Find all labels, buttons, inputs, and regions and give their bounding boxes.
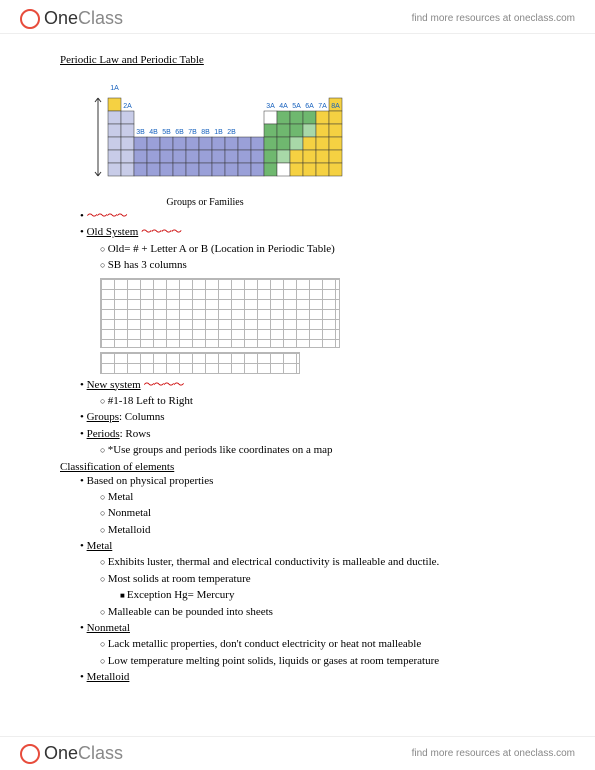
groups-text: : Columns [119,411,165,423]
list-item: Malleable can be pounded into sheets [100,605,535,620]
svg-text:2A: 2A [123,103,132,110]
logo-text-class: Class [78,8,123,29]
svg-text:4A: 4A [279,103,288,110]
diagram-caption: Groups or Families [90,197,320,208]
svg-text:7A: 7A [318,103,327,110]
notes-list: Based on physical properties [80,474,535,489]
squiggle-icon: ～～～～ [87,210,127,222]
list-item: Old= # + Letter A or B (Location in Peri… [100,242,535,257]
mini-block-icon [100,352,300,374]
list-item: Exception Hg= Mercury [120,588,535,603]
document-content: Periodic Law and Periodic Table 1A 2A 3A 4A… [0,34,595,697]
periodic-table-diagram: 1A 2A 3A 4A 5A 6A 7A 8A 3B 4B 5B 6B 7B 8B 1B 2B [90,80,350,190]
sub-sub-list: Exception Hg= Mercury [120,588,535,603]
notes-list: New system ～～～～ [80,378,535,393]
logo: OneClass [20,8,123,29]
sub-list: Old= # + Letter A or B (Location in Peri… [100,242,535,274]
logo: OneClass [20,743,123,764]
svg-text:4B: 4B [149,129,158,136]
notes-list: Groups: Columns Periods: Rows [80,410,535,442]
list-item: Exhibits luster, thermal and electrical … [100,555,535,570]
periods-text: : Rows [120,428,151,440]
sub-list: Metal Nonmetal Metalloid [100,490,535,538]
notes-list: Nonmetal [80,621,535,636]
list-item: ～～～～ [80,209,535,224]
svg-text:2B: 2B [227,129,236,136]
list-item: Metalloid [100,523,535,538]
list-item: Metal [100,490,535,505]
logo-text-one: One [44,743,78,764]
sub-list: Lack metallic properties, don't conduct … [100,637,535,669]
metal-label: Metal [87,540,113,552]
logo-text-class: Class [78,743,123,764]
old-system-label: Old System [87,226,139,238]
svg-text:1B: 1B [214,129,223,136]
list-item: Low temperature melting point solids, li… [100,654,535,669]
list-item: Nonmetal [100,506,535,521]
page-title: Periodic Law and Periodic Table [60,54,535,66]
logo-circle-icon [20,9,40,29]
list-item: Based on physical properties [80,474,535,489]
metalloid-label: Metalloid [87,671,130,683]
logo-text-one: One [44,8,78,29]
list-item: Old System ～～～～ [80,225,535,240]
sub-list: #1-18 Left to Right [100,394,535,409]
svg-text:8B: 8B [201,129,210,136]
header-link[interactable]: find more resources at oneclass.com [412,13,575,24]
svg-text:5A: 5A [292,103,301,110]
list-item: Most solids at room temperature [100,572,535,587]
list-item: Lack metallic properties, don't conduct … [100,637,535,652]
svg-text:6B: 6B [175,129,184,136]
sub-list: *Use groups and periods like coordinates… [100,443,535,458]
list-item: Periods: Rows [80,427,535,442]
squiggle-icon: ～～～～ [143,379,183,391]
notes-list: ～～～～ Old System ～～～～ [80,209,535,241]
nonmetal-label: Nonmetal [87,622,130,634]
svg-text:3B: 3B [136,129,145,136]
notes-list: Metalloid [80,670,535,685]
svg-text:7B: 7B [188,129,197,136]
list-item: SB has 3 columns [100,258,535,273]
squiggle-icon: ～～～～ [141,226,181,238]
new-system-label: New system [87,379,141,391]
sub-list: Exhibits luster, thermal and electrical … [100,555,535,587]
classification-heading: Classification of elements [60,461,535,473]
mini-periodic-table-icon [100,278,340,348]
svg-text:1A: 1A [110,85,119,92]
groups-label: Groups [87,411,119,423]
list-item: Nonmetal [80,621,535,636]
page-footer: OneClass find more resources at oneclass… [0,736,595,770]
svg-text:5B: 5B [162,129,171,136]
footer-link[interactable]: find more resources at oneclass.com [412,748,575,759]
page-header: OneClass find more resources at oneclass… [0,0,595,34]
list-item: New system ～～～～ [80,378,535,393]
list-item: #1-18 Left to Right [100,394,535,409]
sub-list: Malleable can be pounded into sheets [100,605,535,620]
logo-circle-icon [20,744,40,764]
notes-list: Metal [80,539,535,554]
svg-text:3A: 3A [266,103,275,110]
periods-label: Periods [87,428,120,440]
list-item: Groups: Columns [80,410,535,425]
list-item: Metal [80,539,535,554]
svg-text:6A: 6A [305,103,314,110]
list-item: *Use groups and periods like coordinates… [100,443,535,458]
list-item: Metalloid [80,670,535,685]
svg-text:8A: 8A [331,103,340,110]
